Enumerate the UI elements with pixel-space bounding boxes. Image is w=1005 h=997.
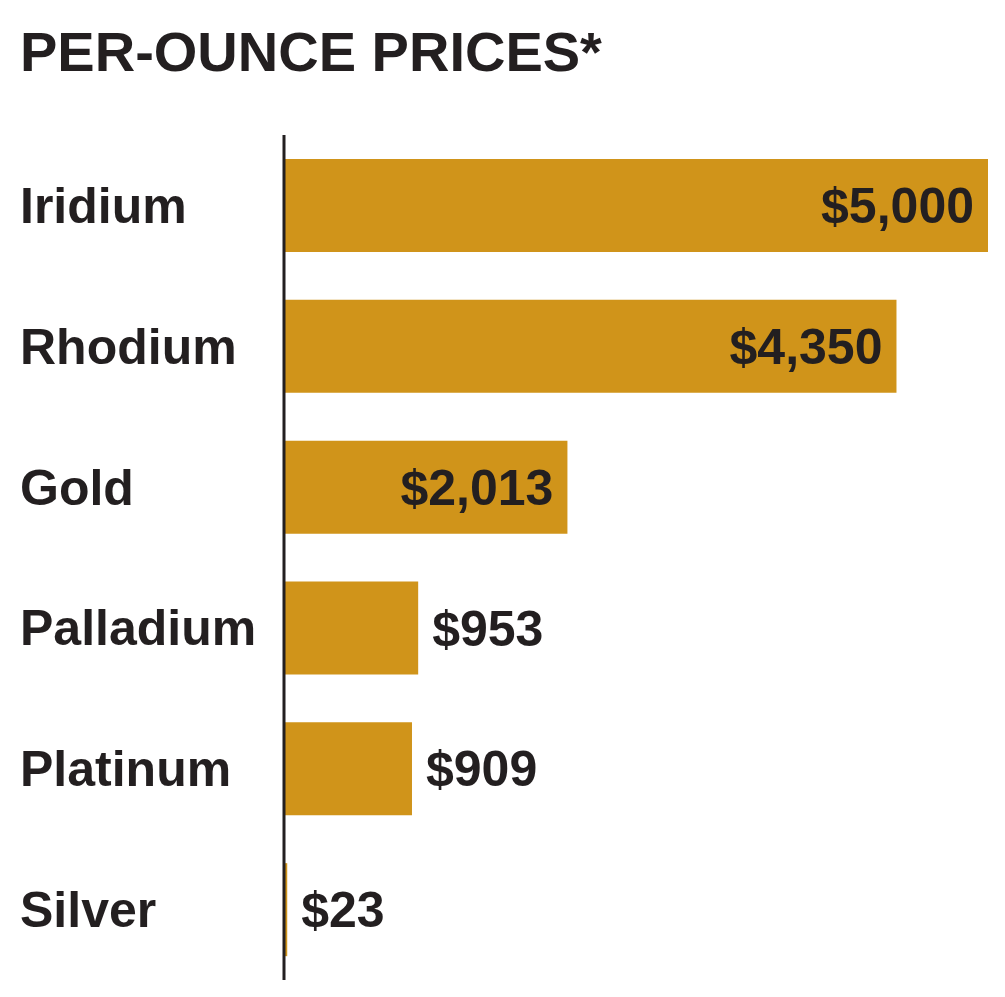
svg-text:Gold: Gold (20, 460, 134, 516)
svg-text:Rhodium: Rhodium (20, 319, 237, 375)
svg-text:$2,013: $2,013 (400, 460, 553, 516)
svg-text:$909: $909 (426, 741, 537, 797)
svg-text:Iridium: Iridium (20, 178, 187, 234)
svg-text:Palladium: Palladium (20, 600, 256, 656)
svg-text:$4,350: $4,350 (730, 319, 883, 375)
svg-text:Platinum: Platinum (20, 741, 231, 797)
html-text:PER-OUNCE PRICES*: PER-OUNCE PRICES* (20, 20, 602, 83)
svg-text:$5,000: $5,000 (821, 178, 974, 234)
svg-text:$23: $23 (301, 882, 384, 938)
svg-text:$953: $953 (432, 601, 543, 657)
svg-text:Silver: Silver (20, 882, 156, 938)
